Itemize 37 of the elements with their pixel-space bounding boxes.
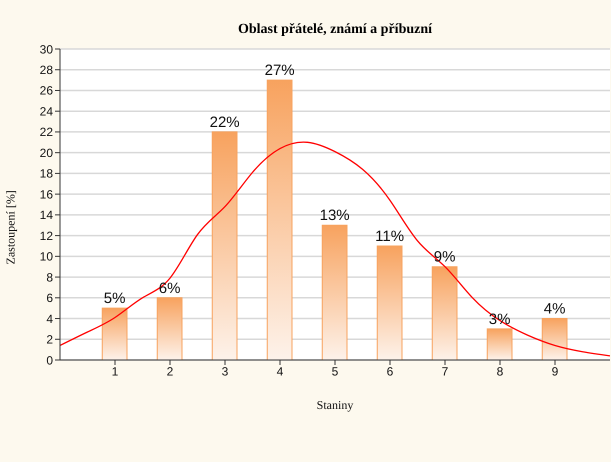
chart-title: Oblast přátelé, známí a příbuzní [236, 22, 434, 38]
x-tick-label: 1 [112, 364, 119, 379]
line-series [60, 142, 610, 357]
y-tick-label: 6 [46, 291, 54, 306]
y-tick-label: 8 [46, 270, 54, 284]
y-tick-label: 26 [40, 84, 54, 98]
y-tick-label: 18 [40, 166, 54, 181]
data-label: 5% [104, 290, 126, 308]
x-tick-label: 7 [442, 364, 449, 379]
y-tick-label: 24 [40, 104, 54, 118]
x-tick-label: 2 [166, 364, 174, 379]
y-tick-label: 4 [46, 312, 54, 326]
data-label: 6% [158, 280, 180, 297]
x-tick-label: 6 [386, 364, 394, 379]
y-tick-label: 0 [46, 353, 54, 368]
y-tick-label: 30 [40, 42, 54, 56]
y-axis-title: Zastoupení [%] [3, 190, 18, 264]
y-tick-label: 22 [40, 125, 54, 140]
y-tick-label: 28 [40, 62, 54, 77]
y-tick-label: 2 [46, 332, 54, 347]
data-label: 22% [210, 114, 240, 131]
x-tick-label: 8 [496, 364, 504, 379]
data-label: 11% [375, 228, 404, 245]
y-tick-label: 20 [40, 146, 54, 160]
y-tick-label: 14 [40, 208, 54, 222]
y-tick-label: 10 [40, 250, 54, 264]
y-tick-label: 12 [40, 228, 54, 243]
y-tick-label: 16 [40, 187, 54, 202]
x-tick-label: 3 [222, 364, 229, 379]
x-axis-title: Staniny [316, 398, 354, 412]
data-label: 13% [320, 207, 350, 224]
data-label: 9% [434, 248, 456, 266]
x-tick-label: 9 [552, 364, 559, 379]
x-tick-label: 4 [276, 364, 284, 379]
data-label: 4% [544, 300, 566, 318]
data-label: 27% [264, 62, 295, 80]
x-tick-label: 5 [332, 364, 339, 379]
